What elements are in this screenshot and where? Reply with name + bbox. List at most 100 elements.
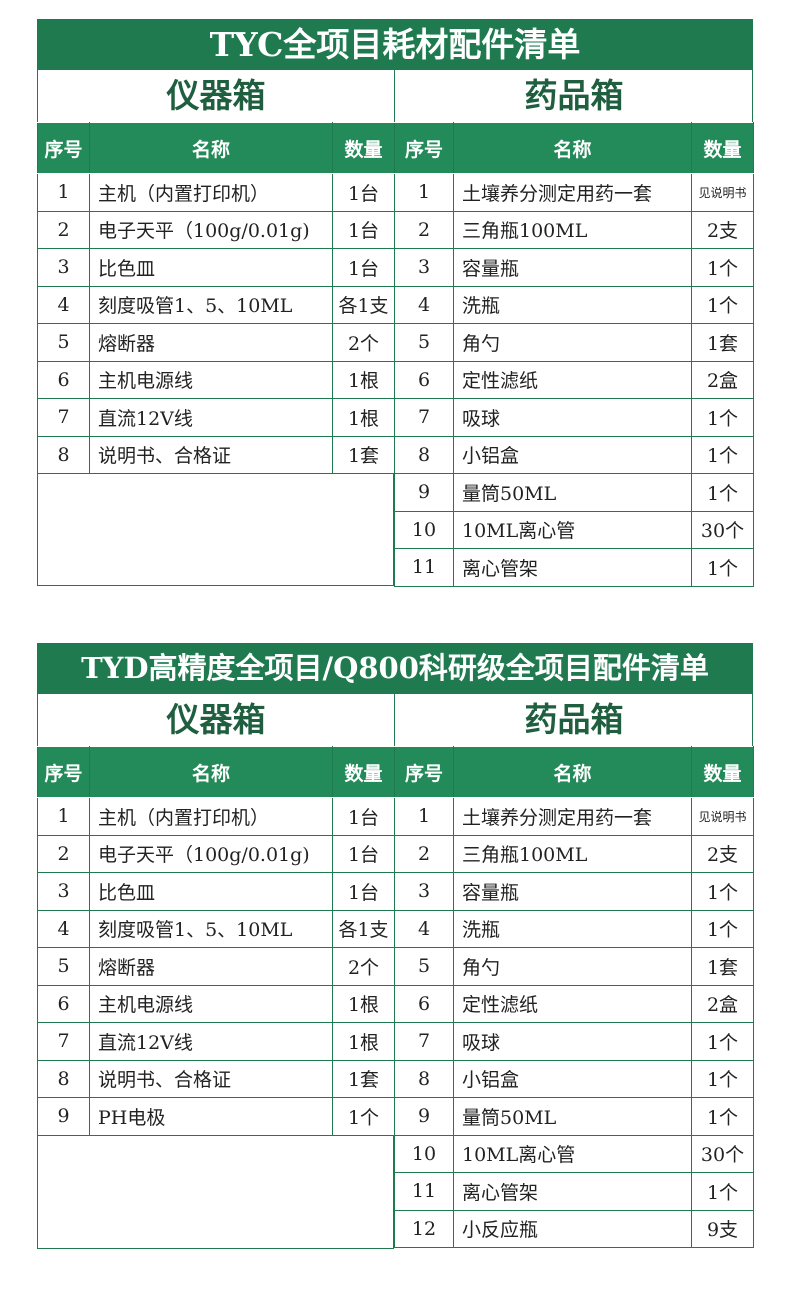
item-quantity: 1台 — [332, 173, 395, 212]
item-name: 小反应瓶 — [453, 1209, 692, 1248]
item-name: 离心管架 — [453, 548, 692, 587]
row-number: 6 — [394, 360, 454, 399]
row-number: 2 — [394, 210, 454, 249]
table-row: 10 10ML离心管 30个 — [394, 1134, 754, 1173]
row-number: 5 — [394, 947, 454, 986]
row-number: 1 — [37, 173, 90, 212]
column-header-no: 序号 — [37, 122, 90, 174]
table-row: 7 直流12V线 1根 — [37, 398, 395, 437]
row-number: 4 — [394, 909, 454, 948]
row-number: 6 — [37, 984, 90, 1023]
table-row: 1 土壤养分测定用药一套 见说明书 — [394, 797, 754, 836]
item-quantity: 1个 — [691, 473, 754, 512]
row-number: 7 — [394, 1022, 454, 1061]
instrument-box-table-container: 序号 名称 数量 1 主机（内置打印机） 1台 2 电子天平（100g/0.01g) 1台… — [37, 746, 395, 1249]
table-row: 1 土壤养分测定用药一套 见说明书 — [394, 173, 754, 212]
item-name: 说明书、合格证 — [89, 1059, 333, 1098]
item-name: 容量瓶 — [453, 248, 692, 287]
item-quantity: 各1支 — [332, 285, 395, 324]
item-quantity: 1套 — [691, 947, 754, 986]
column-header-no: 序号 — [394, 746, 454, 798]
row-number: 12 — [394, 1209, 454, 1248]
row-number: 3 — [394, 872, 454, 911]
item-quantity: 见说明书 — [691, 173, 754, 212]
item-quantity: 1台 — [332, 210, 395, 249]
row-number: 4 — [394, 285, 454, 324]
item-name: 主机（内置打印机） — [89, 797, 333, 836]
item-quantity: 2个 — [332, 323, 395, 362]
row-number: 8 — [394, 435, 454, 474]
row-number: 1 — [37, 797, 90, 836]
column-header-qty: 数量 — [691, 746, 754, 798]
item-name: 10ML离心管 — [453, 510, 692, 549]
row-number: 2 — [394, 834, 454, 873]
reagent-box-table: 序号 名称 数量 1 土壤养分测定用药一套 见说明书 2 三角瓶100ML 2支 3 容量瓶 1… — [394, 746, 754, 1248]
item-name: 比色皿 — [89, 248, 333, 287]
item-quantity: 1个 — [691, 548, 754, 587]
row-number: 3 — [37, 248, 90, 287]
item-name: 小铝盒 — [453, 435, 692, 474]
item-quantity: 各1支 — [332, 909, 395, 948]
reagent-box-table-container: 序号 名称 数量 1 土壤养分测定用药一套 见说明书 2 三角瓶100ML 2支 3 容量瓶 1… — [394, 122, 754, 587]
item-quantity: 1根 — [332, 360, 395, 399]
item-name: 离心管架 — [453, 1172, 692, 1211]
table-row: 5 角勺 1套 — [394, 947, 754, 986]
table-row: 5 熔断器 2个 — [37, 947, 395, 986]
item-name: 三角瓶100ML — [453, 834, 692, 873]
column-header-name: 名称 — [453, 122, 692, 174]
section-title: TYC全项目耗材配件清单 — [37, 19, 753, 70]
item-quantity: 1根 — [332, 1022, 395, 1061]
item-name: 电子天平（100g/0.01g) — [89, 834, 333, 873]
item-name: 吸球 — [453, 398, 692, 437]
item-name: 量筒50ML — [453, 473, 692, 512]
row-number: 9 — [37, 1097, 90, 1136]
table-row: 5 熔断器 2个 — [37, 323, 395, 362]
row-number: 3 — [37, 872, 90, 911]
table-header-row: 序号 名称 数量 — [394, 122, 754, 174]
item-name: 主机电源线 — [89, 984, 333, 1023]
table-row: 8 说明书、合格证 1套 — [37, 1059, 395, 1098]
box-headings: 仪器箱 药品箱 — [37, 70, 753, 122]
item-quantity: 2盒 — [691, 984, 754, 1023]
item-quantity: 2盒 — [691, 360, 754, 399]
row-number: 1 — [394, 797, 454, 836]
table-row: 7 吸球 1个 — [394, 1022, 754, 1061]
row-number: 7 — [394, 398, 454, 437]
row-number: 8 — [37, 435, 90, 474]
item-name: 电子天平（100g/0.01g) — [89, 210, 333, 249]
item-quantity: 1个 — [691, 1059, 754, 1098]
table-row: 10 10ML离心管 30个 — [394, 510, 754, 549]
item-name: 土壤养分测定用药一套 — [453, 173, 692, 212]
item-name: 刻度吸管1、5、10ML — [89, 909, 333, 948]
item-name: 三角瓶100ML — [453, 210, 692, 249]
item-name: 熔断器 — [89, 947, 333, 986]
tyd-q800-parts-list: TYD高精度全项目/Q800科研级全项目配件清单 仪器箱 药品箱 序号 名称 数… — [37, 643, 754, 1249]
item-quantity: 30个 — [691, 510, 754, 549]
table-row: 7 直流12V线 1根 — [37, 1022, 395, 1061]
item-name: 小铝盒 — [453, 1059, 692, 1098]
item-quantity: 见说明书 — [691, 797, 754, 836]
row-number: 7 — [37, 398, 90, 437]
item-name: 主机电源线 — [89, 360, 333, 399]
section-title: TYD高精度全项目/Q800科研级全项目配件清单 — [37, 643, 753, 694]
item-name: 定性滤纸 — [453, 984, 692, 1023]
item-quantity: 1个 — [691, 1022, 754, 1061]
item-quantity: 1个 — [691, 435, 754, 474]
item-quantity: 1套 — [332, 1059, 395, 1098]
table-row: 3 比色皿 1台 — [37, 248, 395, 287]
item-name: 说明书、合格证 — [89, 435, 333, 474]
row-number: 5 — [37, 323, 90, 362]
column-header-qty: 数量 — [332, 122, 395, 174]
column-header-name: 名称 — [89, 746, 333, 798]
reagent-box-table-container: 序号 名称 数量 1 土壤养分测定用药一套 见说明书 2 三角瓶100ML 2支 3 容量瓶 1… — [394, 746, 754, 1249]
item-name: 直流12V线 — [89, 1022, 333, 1061]
item-name: 10ML离心管 — [453, 1134, 692, 1173]
column-header-no: 序号 — [37, 746, 90, 798]
row-number: 8 — [37, 1059, 90, 1098]
table-row: 8 小铝盒 1个 — [394, 435, 754, 474]
table-row: 2 电子天平（100g/0.01g) 1台 — [37, 834, 395, 873]
item-quantity: 1个 — [691, 1172, 754, 1211]
item-name: 吸球 — [453, 1022, 692, 1061]
item-name: 洗瓶 — [453, 285, 692, 324]
table-row: 2 三角瓶100ML 2支 — [394, 210, 754, 249]
